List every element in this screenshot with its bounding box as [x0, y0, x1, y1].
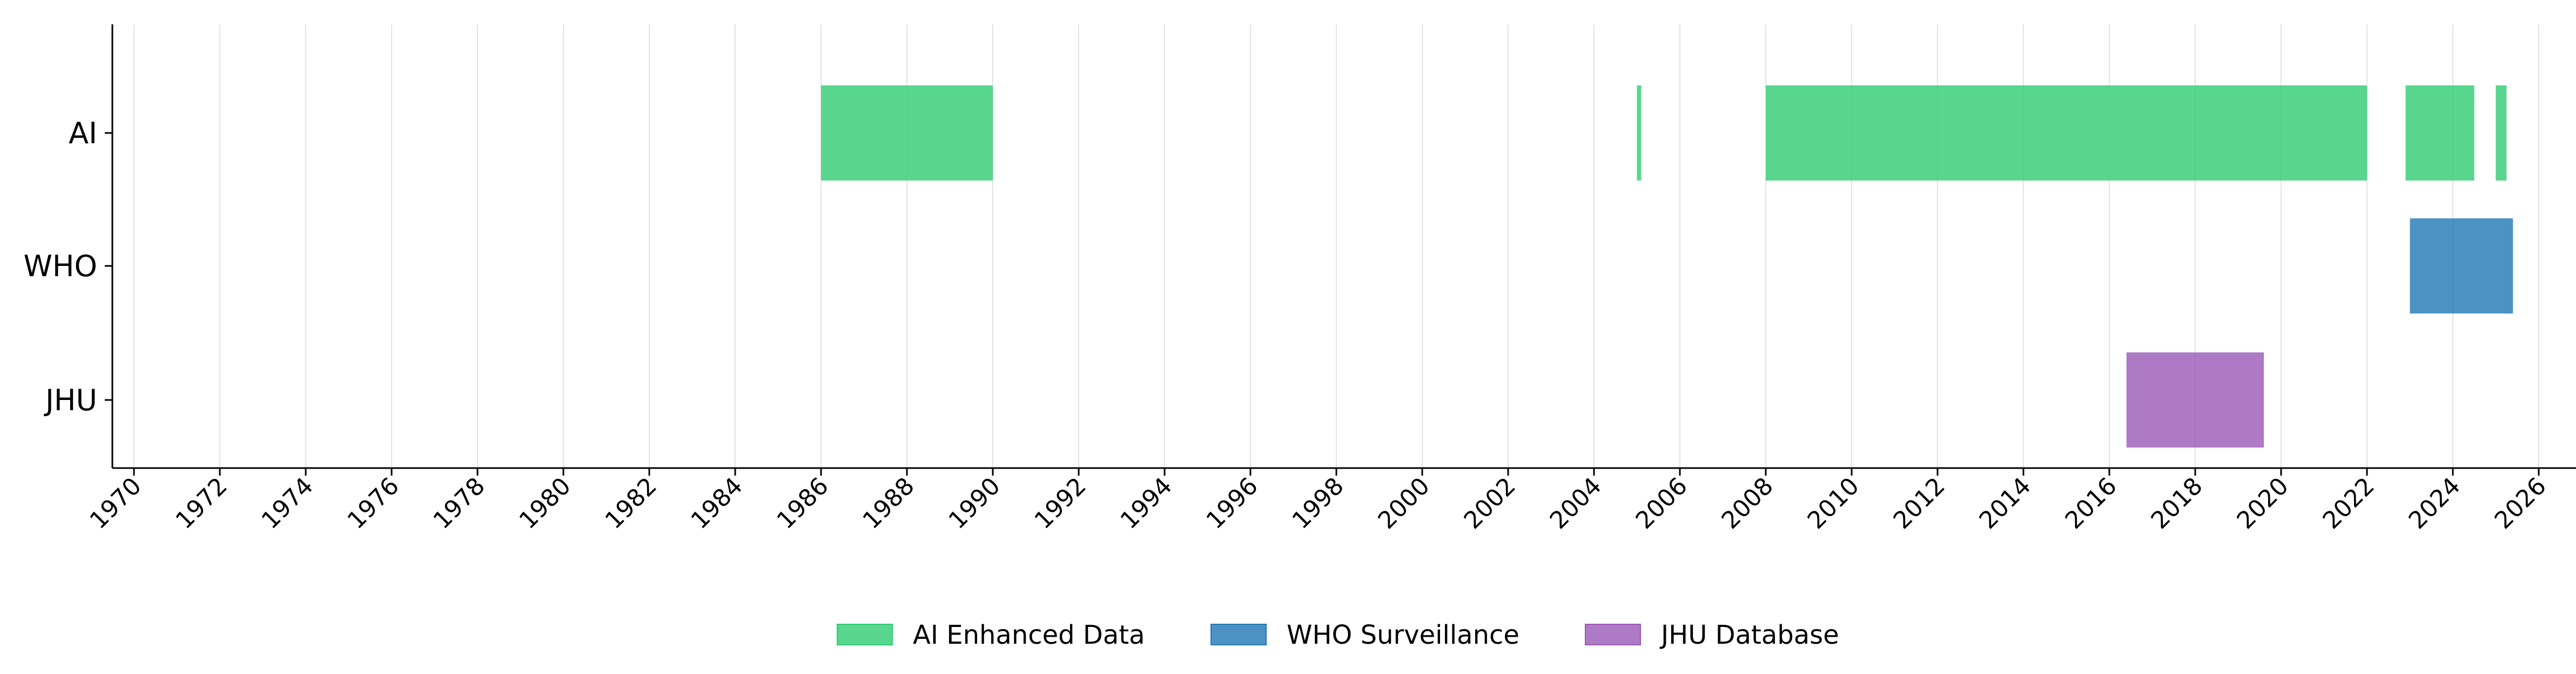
x-tick-label-2024: 2024 [2404, 472, 2466, 535]
legend-label-2: JHU Database [1659, 620, 1839, 650]
x-tick-label-2014: 2014 [1974, 472, 2036, 535]
x-tick-label-1998: 1998 [1287, 472, 1349, 535]
bar-ai-3 [2405, 85, 2474, 181]
grid-lines [133, 24, 2539, 468]
y-tick-label-ai: AI [69, 116, 97, 150]
legend-swatch-0 [837, 624, 893, 645]
x-tick-label-2006: 2006 [1631, 472, 1693, 535]
x-tick-label-1982: 1982 [600, 472, 662, 535]
x-tick-label-1988: 1988 [858, 472, 920, 535]
x-tick-label-2020: 2020 [2232, 472, 2294, 535]
bar-ai-4 [2496, 85, 2507, 181]
legend-swatch-1 [1210, 624, 1267, 645]
x-tick-label-2004: 2004 [1545, 472, 1607, 535]
bar-who-0 [2410, 218, 2513, 313]
y-ticks: AI WHO JHU [23, 116, 112, 417]
bar-jhu-0 [2126, 352, 2264, 448]
x-tick-label-1974: 1974 [257, 472, 319, 535]
legend-label-0: AI Enhanced Data [913, 620, 1145, 650]
bar-ai-2 [1766, 85, 2367, 181]
bar-ai-1 [1637, 85, 1642, 181]
x-tick-label-1990: 1990 [944, 472, 1006, 535]
legend-item-1: WHO Surveillance [1210, 620, 1519, 650]
x-tick-label-2026: 2026 [2490, 472, 2552, 535]
x-tick-label-1970: 1970 [85, 472, 147, 535]
x-tick-label-1996: 1996 [1201, 472, 1263, 535]
x-tick-label-1976: 1976 [342, 472, 405, 535]
x-tick-label-1992: 1992 [1030, 472, 1092, 535]
x-tick-label-2008: 2008 [1717, 472, 1779, 535]
x-tick-label-1978: 1978 [428, 472, 490, 535]
legend-swatch-2 [1585, 624, 1641, 645]
legend-label-1: WHO Surveillance [1287, 620, 1519, 650]
axes [111, 24, 2576, 469]
x-tick-label-1984: 1984 [686, 472, 748, 535]
bar-ai-0 [821, 85, 993, 181]
x-tick-label-1980: 1980 [514, 472, 576, 535]
x-tick-label-2000: 2000 [1373, 472, 1435, 535]
x-tick-label-1994: 1994 [1115, 472, 1178, 535]
legend: AI Enhanced Data WHO Surveillance JHU Data… [837, 620, 1839, 650]
x-tick-label-2016: 2016 [2060, 472, 2122, 535]
x-ticks: 1970 1972 1974 1976 1978 1980 1982 1984 1986 1988… [85, 468, 2552, 535]
x-tick-label-1972: 1972 [171, 472, 233, 535]
data-bars [821, 85, 2513, 448]
x-tick-label-2012: 2012 [1888, 472, 1951, 535]
x-tick-label-2022: 2022 [2318, 472, 2380, 535]
legend-item-2: JHU Database [1585, 620, 1839, 650]
legend-item-0: AI Enhanced Data [837, 620, 1145, 650]
x-tick-label-2018: 2018 [2146, 472, 2208, 535]
x-tick-label-2010: 2010 [1802, 472, 1865, 535]
y-tick-label-jhu: JHU [44, 383, 97, 417]
y-tick-label-who: WHO [23, 249, 97, 283]
x-tick-label-1986: 1986 [772, 472, 834, 535]
x-tick-label-2002: 2002 [1459, 472, 1521, 535]
